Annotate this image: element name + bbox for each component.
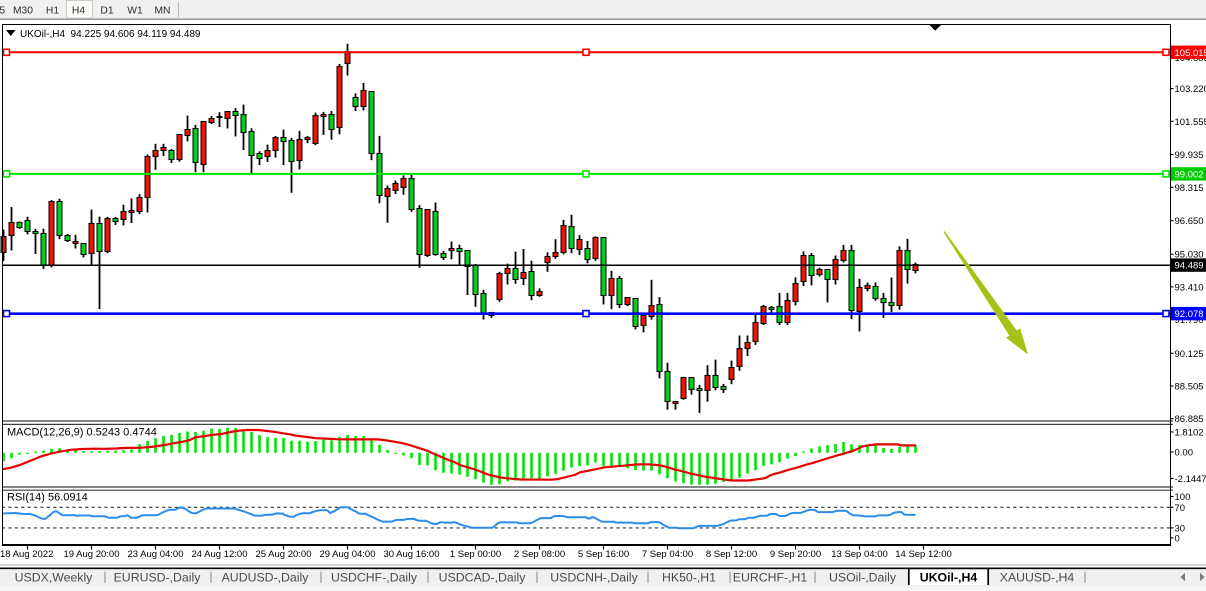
svg-text:14 Sep 12:00: 14 Sep 12:00 <box>895 549 952 560</box>
svg-text:MN: MN <box>154 5 170 16</box>
svg-text:95.030: 95.030 <box>1175 250 1204 261</box>
svg-text:RSI(14) 56.0914: RSI(14) 56.0914 <box>7 492 88 504</box>
svg-text:24 Aug 12:00: 24 Aug 12:00 <box>192 549 248 560</box>
svg-text:AUDUSD-,Daily: AUDUSD-,Daily <box>222 571 310 585</box>
svg-text:UKOil-,H4: UKOil-,H4 <box>920 571 978 585</box>
svg-text:USDCAD-,Daily: USDCAD-,Daily <box>439 571 527 585</box>
svg-text:8 Sep 12:00: 8 Sep 12:00 <box>706 549 757 560</box>
svg-text:HK50-,H1: HK50-,H1 <box>662 571 716 585</box>
svg-text:1 Sep 00:00: 1 Sep 00:00 <box>450 549 501 560</box>
svg-text:18 Aug 2022: 18 Aug 2022 <box>0 549 53 560</box>
svg-text:90.125: 90.125 <box>1175 349 1204 360</box>
svg-text:9 Sep 20:00: 9 Sep 20:00 <box>770 549 821 560</box>
svg-text:101.555: 101.555 <box>1175 117 1206 128</box>
svg-text:94.489: 94.489 <box>1175 261 1204 272</box>
svg-text:EURCHF-,H1: EURCHF-,H1 <box>733 571 808 585</box>
svg-text:5 Sep 16:00: 5 Sep 16:00 <box>578 549 629 560</box>
svg-text:H1: H1 <box>46 5 59 16</box>
svg-text:0.00: 0.00 <box>1175 448 1194 459</box>
svg-text:91.790: 91.790 <box>1175 315 1204 326</box>
svg-text:29 Aug 04:00: 29 Aug 04:00 <box>320 549 376 560</box>
svg-text:105.015: 105.015 <box>1175 48 1206 59</box>
svg-text:70: 70 <box>1175 503 1186 514</box>
svg-text:30: 30 <box>1175 523 1186 534</box>
svg-text:MACD(12,26,9) 0.5243 0.4744: MACD(12,26,9) 0.5243 0.4744 <box>7 427 157 439</box>
svg-text:0: 0 <box>1175 533 1180 544</box>
svg-text:23 Aug 04:00: 23 Aug 04:00 <box>128 549 184 560</box>
svg-text:EURUSD-,Daily: EURUSD-,Daily <box>114 571 202 585</box>
svg-text:H4: H4 <box>72 5 85 16</box>
svg-text:USDCNH-,Daily: USDCNH-,Daily <box>550 571 638 585</box>
svg-text:88.505: 88.505 <box>1175 382 1204 393</box>
svg-text:7 Sep 04:00: 7 Sep 04:00 <box>642 549 693 560</box>
svg-text:5: 5 <box>0 5 5 16</box>
svg-text:92.078: 92.078 <box>1175 309 1204 320</box>
svg-text:USDX,Weekly: USDX,Weekly <box>15 571 94 585</box>
svg-text:99.935: 99.935 <box>1175 150 1204 161</box>
svg-text:13 Sep 04:00: 13 Sep 04:00 <box>831 549 888 560</box>
svg-text:D1: D1 <box>100 5 113 16</box>
svg-text:103.220: 103.220 <box>1175 84 1206 95</box>
svg-text:M30: M30 <box>13 5 33 16</box>
svg-text:2 Sep 08:00: 2 Sep 08:00 <box>514 549 565 560</box>
svg-text:93.410: 93.410 <box>1175 282 1204 293</box>
svg-text:1.8102: 1.8102 <box>1175 428 1204 439</box>
svg-text:19 Aug 20:00: 19 Aug 20:00 <box>64 549 120 560</box>
svg-text:W1: W1 <box>127 5 143 16</box>
svg-text:86.885: 86.885 <box>1175 414 1204 425</box>
svg-text:98.315: 98.315 <box>1175 183 1204 194</box>
svg-text:USOil-,Daily: USOil-,Daily <box>829 571 897 585</box>
svg-text:25 Aug 20:00: 25 Aug 20:00 <box>256 549 312 560</box>
svg-text:30 Aug 16:00: 30 Aug 16:00 <box>384 549 440 560</box>
svg-text:96.650: 96.650 <box>1175 216 1204 227</box>
svg-text:-2.1447: -2.1447 <box>1175 474 1206 485</box>
svg-text:99.002: 99.002 <box>1175 169 1204 180</box>
svg-text:USDCHF-,Daily: USDCHF-,Daily <box>331 571 418 585</box>
svg-text:XAUUSD-,H4: XAUUSD-,H4 <box>1000 571 1075 585</box>
svg-text:UKOil-,H4 94.225 94.606 94.11: UKOil-,H4 94.225 94.606 94.119 94.489 <box>20 29 201 40</box>
svg-text:100: 100 <box>1175 492 1191 503</box>
